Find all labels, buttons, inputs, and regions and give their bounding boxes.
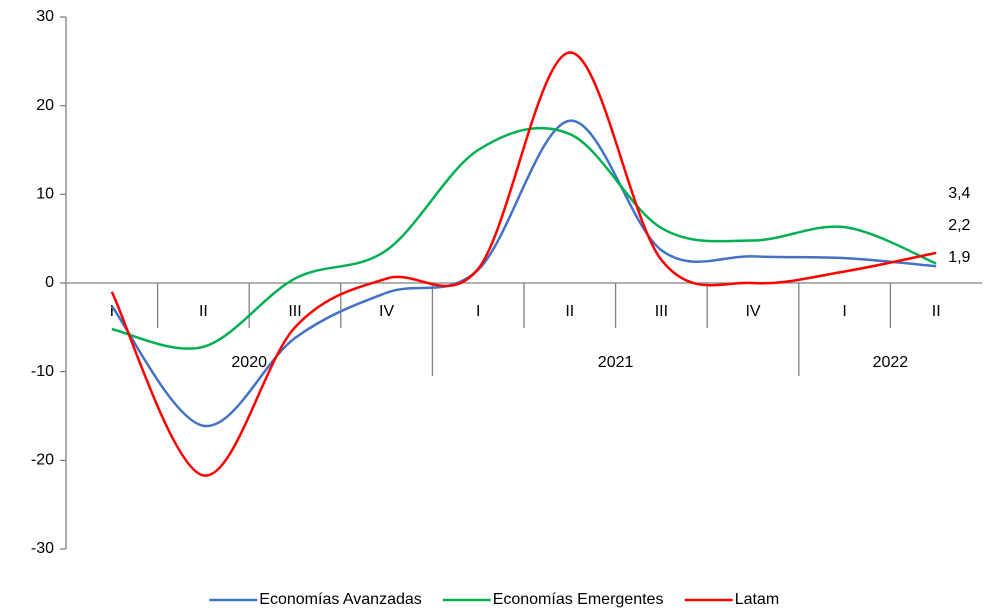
- x-tick-label: II: [932, 303, 941, 320]
- series-line: [110, 119, 937, 428]
- legend-label: Latam: [735, 591, 779, 608]
- legend-label: Economías Avanzadas: [259, 591, 421, 608]
- group-label: 2020: [231, 354, 267, 371]
- x-tick-label: III: [288, 303, 301, 320]
- x-tick-label: I: [476, 303, 480, 320]
- value-label: 1,9: [948, 249, 970, 266]
- y-tick-label: 0: [45, 274, 54, 291]
- y-tick-label: -30: [31, 540, 54, 557]
- value-label: 3,4: [948, 185, 970, 202]
- group-label: 2022: [873, 354, 909, 371]
- x-tick-label: IV: [745, 303, 760, 320]
- y-tick-label: 20: [36, 97, 54, 114]
- x-tick-label: II: [199, 303, 208, 320]
- x-tick-label: III: [655, 303, 668, 320]
- x-tick-label: II: [565, 303, 574, 320]
- series-line: [110, 51, 937, 477]
- x-tick-label: IV: [379, 303, 394, 320]
- x-tick-label: I: [842, 303, 846, 320]
- y-tick-label: 10: [36, 186, 54, 203]
- x-tick-label: I: [110, 303, 114, 320]
- group-label: 2021: [598, 354, 634, 371]
- value-label: 2,2: [948, 217, 970, 234]
- series-line: [111, 126, 937, 350]
- legend-label: Economías Emergentes: [493, 591, 664, 608]
- y-tick-label: -10: [31, 363, 54, 380]
- y-tick-label: -20: [31, 452, 54, 469]
- y-tick-label: 30: [36, 8, 54, 25]
